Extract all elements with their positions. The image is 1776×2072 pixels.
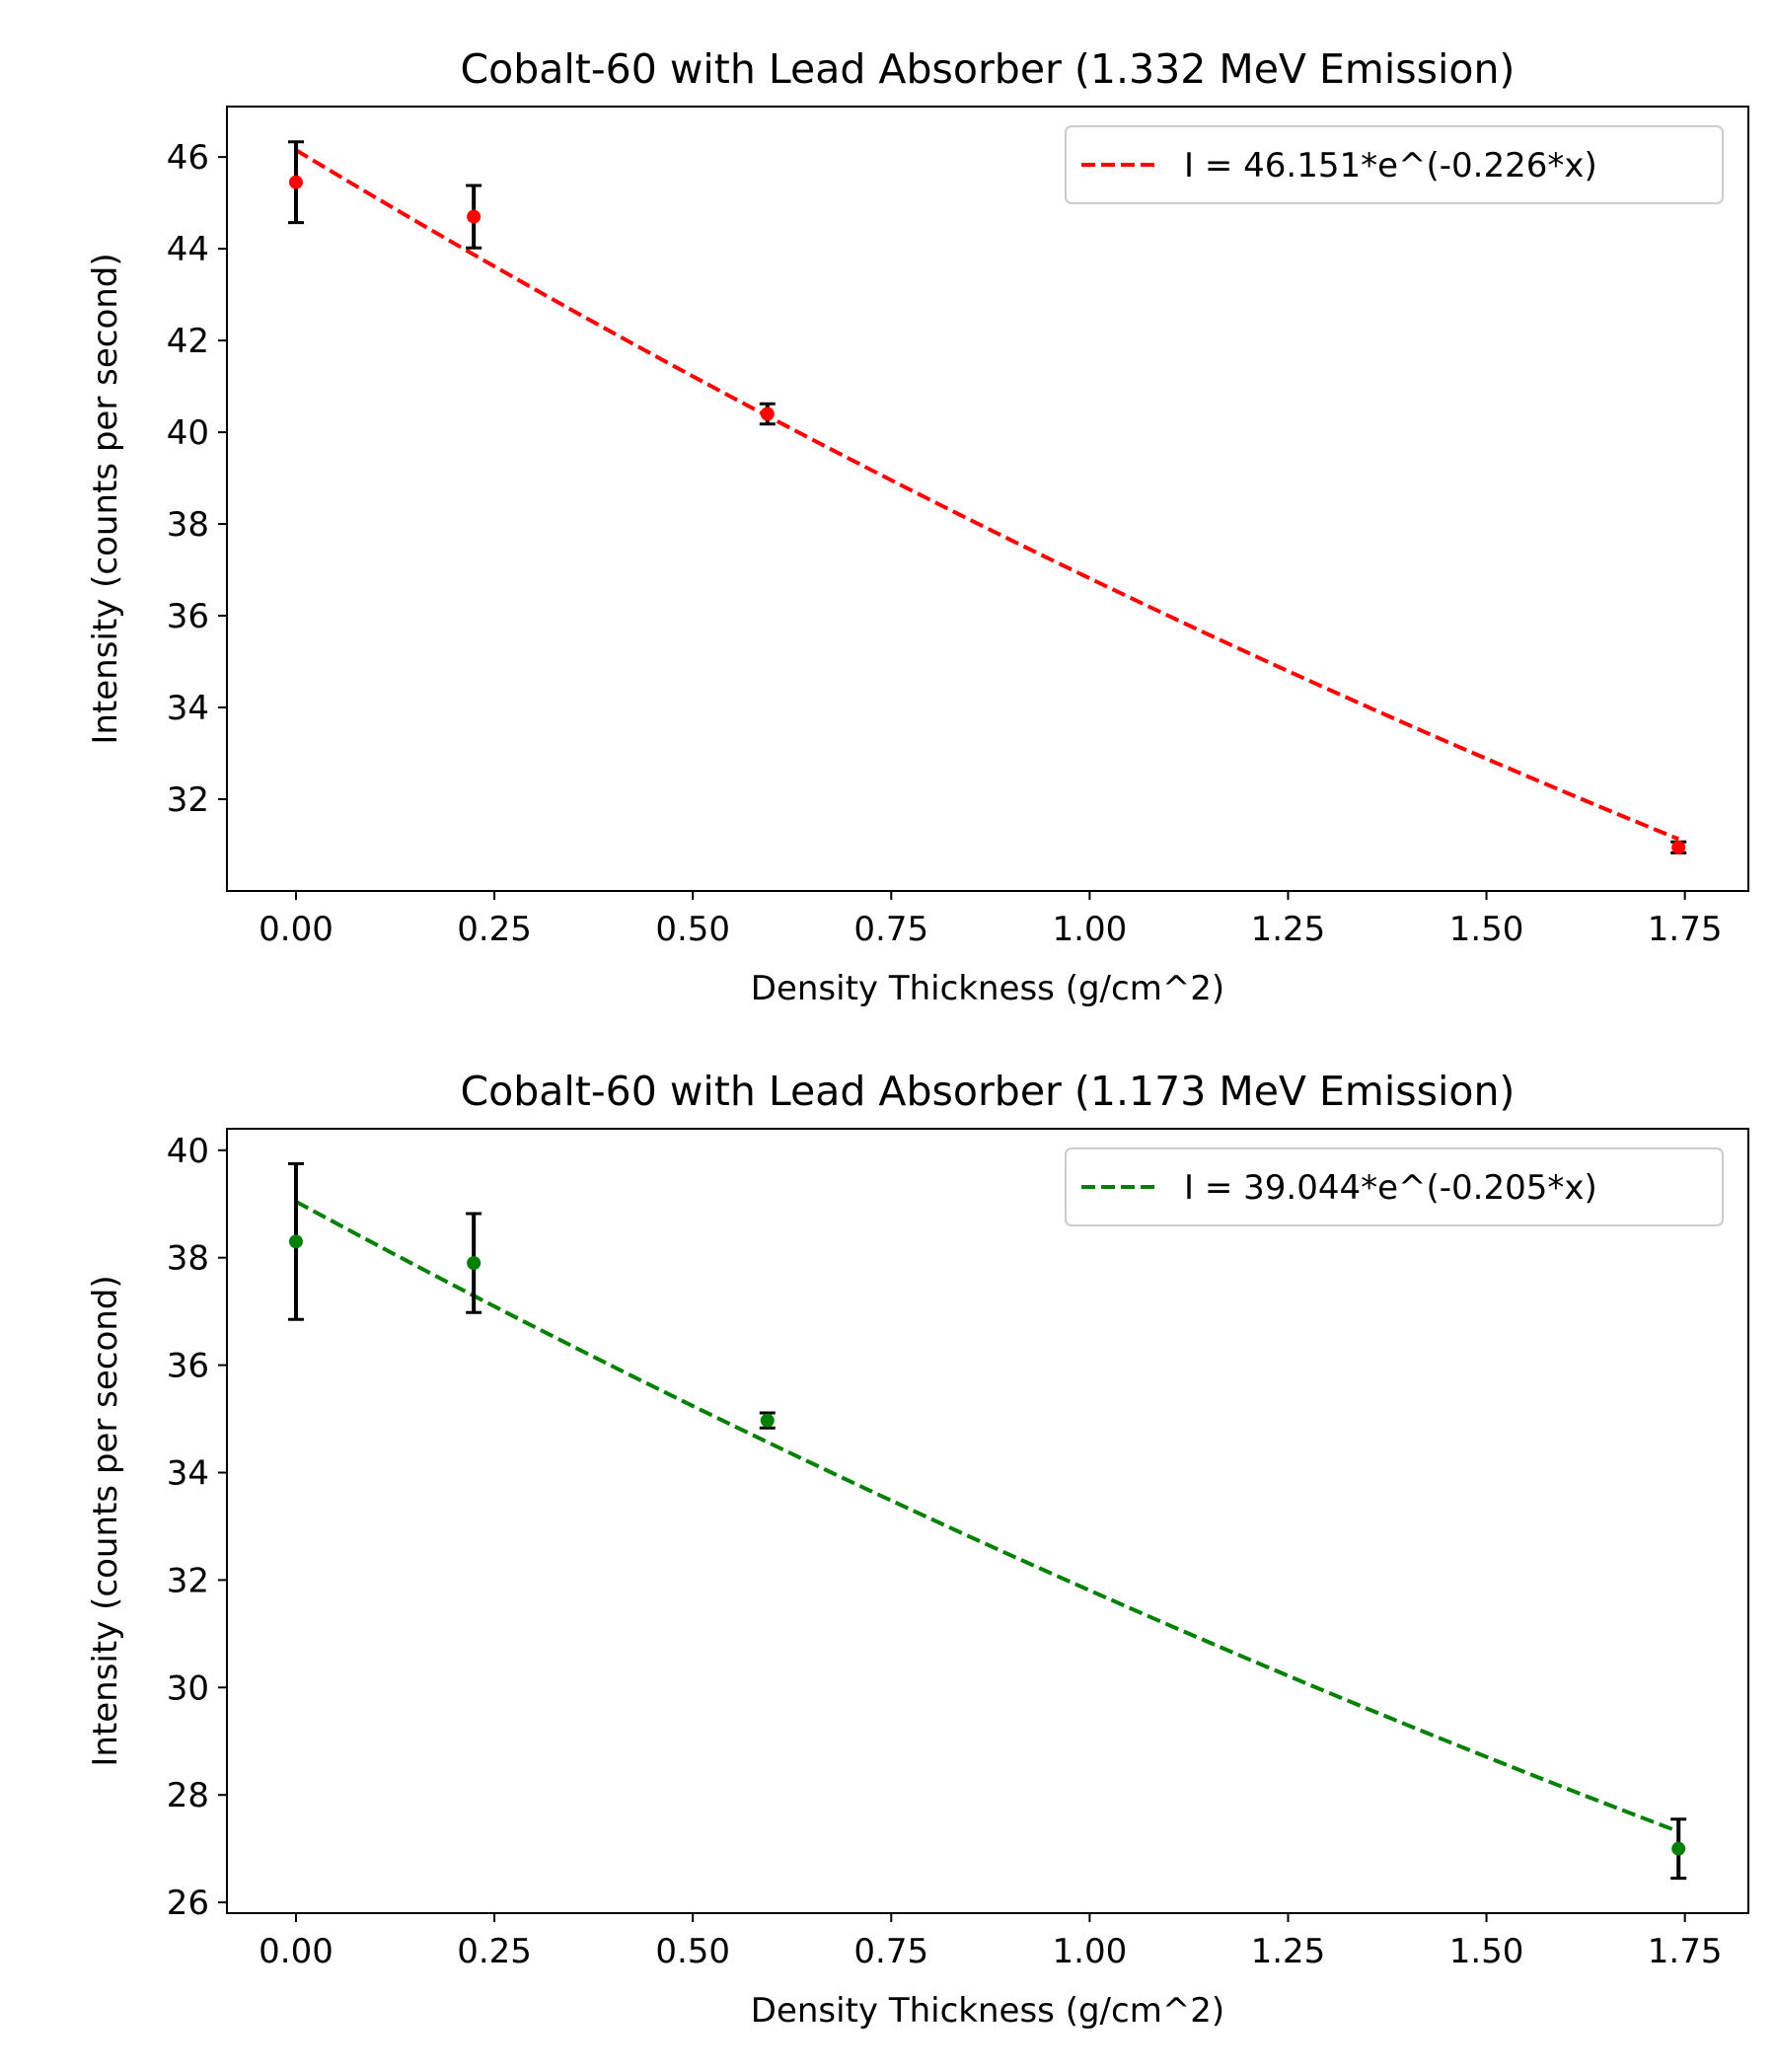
x-tick-label: 1.00 (1053, 910, 1128, 949)
y-tick-label: 36 (167, 1347, 209, 1386)
x-tick-label: 0.50 (655, 1932, 730, 1971)
x-tick-label: 1.75 (1648, 910, 1723, 949)
data-point (1671, 1841, 1686, 1856)
chart-panel-top: Cobalt-60 with Lead Absorber (1.332 MeV … (86, 45, 1749, 1008)
y-tick-label: 40 (167, 1132, 209, 1171)
x-tick-label: 0.25 (457, 1932, 532, 1971)
y-tick-label: 36 (167, 597, 209, 636)
x-tick-label: 0.00 (259, 1932, 333, 1971)
y-tick-label: 46 (167, 138, 209, 178)
x-tick-label: 1.00 (1053, 1932, 1128, 1971)
x-tick-label: 1.25 (1251, 910, 1326, 949)
legend-box (1065, 125, 1724, 204)
data-point (760, 407, 775, 421)
x-tick-label: 1.50 (1449, 1932, 1524, 1971)
axes-frame (226, 106, 1749, 892)
y-axis-label: Intensity (counts per second) (86, 253, 125, 744)
data-point (467, 209, 481, 224)
x-tick-label: 1.25 (1251, 1932, 1326, 1971)
data-point (288, 1234, 303, 1249)
data-point (467, 1256, 481, 1271)
y-tick-label: 38 (167, 505, 209, 545)
x-tick-label: 0.75 (853, 910, 928, 949)
chart-title: Cobalt-60 with Lead Absorber (1.173 MeV … (461, 1068, 1516, 1115)
x-tick-label: 0.50 (655, 910, 730, 949)
fit-line (295, 1200, 1679, 1834)
x-tick-label: 0.75 (853, 1932, 928, 1971)
y-tick-label: 42 (167, 322, 209, 361)
x-tick-label: 1.75 (1648, 1932, 1723, 1971)
legend-box (1065, 1147, 1724, 1226)
x-tick-label: 1.50 (1449, 910, 1524, 949)
y-tick-label: 30 (167, 1668, 209, 1708)
y-tick-label: 32 (167, 780, 209, 820)
x-tick-label: 0.00 (259, 910, 333, 949)
x-axis-label: Density Thickness (g/cm^2) (751, 1991, 1224, 2031)
y-tick-label: 26 (167, 1884, 209, 1923)
y-tick-label: 34 (167, 689, 209, 728)
x-axis-label: Density Thickness (g/cm^2) (751, 969, 1224, 1008)
axes-frame (226, 1128, 1749, 1914)
y-tick-label: 34 (167, 1453, 209, 1493)
fit-line (294, 148, 1679, 842)
y-tick-label: 38 (167, 1239, 209, 1279)
y-tick-label: 40 (167, 413, 209, 453)
y-axis-label: Intensity (counts per second) (86, 1275, 125, 1766)
legend-fit-label: I = 46.151*e^(-0.226*x) (1184, 146, 1597, 185)
x-tick-label: 0.25 (457, 910, 532, 949)
chart-title: Cobalt-60 with Lead Absorber (1.332 MeV … (461, 45, 1516, 93)
chart-panel-bottom: Cobalt-60 with Lead Absorber (1.173 MeV … (86, 1068, 1749, 2031)
legend-fit-label: I = 39.044*e^(-0.205*x) (1184, 1168, 1597, 1208)
data-point (1671, 840, 1686, 854)
y-tick-label: 28 (167, 1776, 209, 1815)
data-point (288, 175, 303, 189)
y-tick-label: 32 (167, 1561, 209, 1600)
y-tick-label: 44 (167, 230, 209, 269)
data-point (760, 1413, 775, 1428)
